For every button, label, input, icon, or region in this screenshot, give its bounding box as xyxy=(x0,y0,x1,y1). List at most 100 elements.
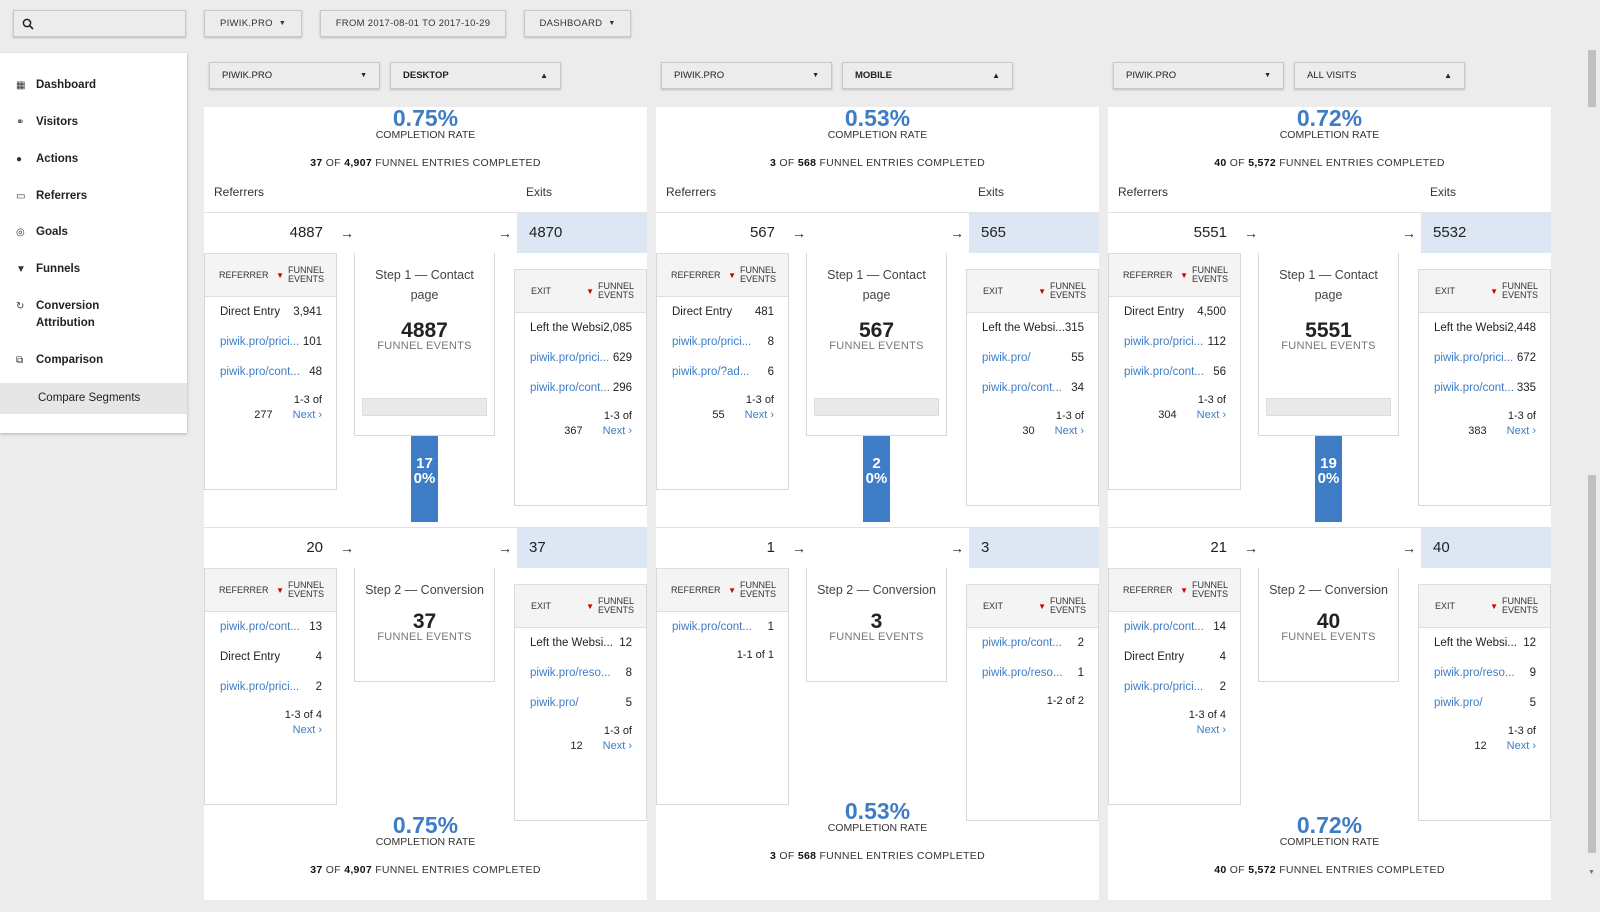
funnel-events-column-header[interactable]: ▼ FUNNEL EVENTS xyxy=(1038,597,1088,615)
row-label[interactable]: piwik.pro/cont... xyxy=(982,637,1062,649)
dashboard-selector[interactable]: DASHBOARD ▼ xyxy=(524,10,631,37)
row-label[interactable]: piwik.pro/prici... xyxy=(1124,336,1204,348)
table-row[interactable]: piwik.pro/cont... 56 xyxy=(1109,357,1240,387)
table-row[interactable]: Direct Entry 4,500 xyxy=(1109,297,1240,327)
table-row[interactable]: piwik.pro/prici... 101 xyxy=(205,327,336,357)
sidebar-item-conversion-attribution[interactable]: ↻ Conversion Attribution xyxy=(16,298,126,332)
funnel-events-column-header[interactable]: ▼ FUNNEL EVENTS xyxy=(586,597,636,615)
funnel-events-column-header[interactable]: ▼ FUNNEL EVENTS xyxy=(586,282,636,300)
table-row[interactable]: piwik.pro/reso... 8 xyxy=(515,658,646,688)
date-range-selector[interactable]: FROM 2017-08-01 TO 2017-10-29 xyxy=(320,10,506,37)
exit-column-header[interactable]: EXIT xyxy=(1435,601,1456,611)
next-page-link[interactable]: Next › xyxy=(292,724,322,736)
funnel-events-column-header[interactable]: ▼ FUNNEL EVENTS xyxy=(276,266,326,284)
sidebar-item-referrers[interactable]: ▭ Referrers xyxy=(16,188,87,205)
next-page-link[interactable]: Next › xyxy=(292,409,322,421)
segment-selector-1[interactable]: DESKTOP ▲ xyxy=(390,62,561,89)
table-row[interactable]: Direct Entry 481 xyxy=(657,297,788,327)
table-row[interactable]: Left the Websi... 315 xyxy=(967,313,1098,343)
sidebar-item-actions[interactable]: ● Actions xyxy=(16,151,78,168)
exit-column-header[interactable]: EXIT xyxy=(1435,286,1456,296)
segment-selector-2[interactable]: MOBILE ▲ xyxy=(842,62,1013,89)
exit-column-header[interactable]: EXIT xyxy=(983,286,1004,296)
table-row[interactable]: Left the Websi... 12 xyxy=(1419,628,1550,658)
row-label[interactable]: piwik.pro/prici... xyxy=(1124,681,1204,693)
table-row[interactable]: piwik.pro/55 xyxy=(967,343,1098,373)
row-label[interactable]: piwik.pro/ xyxy=(1434,697,1483,709)
sidebar-item-comparison[interactable]: ⧉ Comparison xyxy=(16,352,103,369)
table-row[interactable]: piwik.pro/prici... 8 xyxy=(657,327,788,357)
referrer-column-header[interactable]: REFERRER xyxy=(1123,270,1173,280)
row-label[interactable]: piwik.pro/prici... xyxy=(672,336,752,348)
sidebar-item-goals[interactable]: ◎ Goals xyxy=(16,224,68,241)
table-row[interactable]: Direct Entry 3,941 xyxy=(205,297,336,327)
table-row[interactable]: piwik.pro/prici... 2 xyxy=(205,672,336,702)
sidebar-item-dashboard[interactable]: ▦ Dashboard xyxy=(16,77,96,94)
row-label[interactable]: piwik.pro/cont... xyxy=(982,382,1062,394)
next-page-link[interactable]: Next › xyxy=(1054,425,1084,437)
funnel-events-column-header[interactable]: ▼ FUNNEL EVENTS xyxy=(1180,581,1230,599)
funnel-events-column-header[interactable]: ▼ FUNNEL EVENTS xyxy=(1490,597,1540,615)
table-row[interactable]: piwik.pro/cont... 34 xyxy=(967,373,1098,403)
row-label[interactable]: piwik.pro/ xyxy=(982,352,1031,364)
next-page-link[interactable]: Next › xyxy=(602,425,632,437)
funnel-events-column-header[interactable]: ▼ FUNNEL EVENTS xyxy=(728,266,778,284)
table-row[interactable]: piwik.pro/cont... 335 xyxy=(1419,373,1550,403)
table-row[interactable]: Left the Websi...2,448 xyxy=(1419,313,1550,343)
row-label[interactable]: piwik.pro/ xyxy=(530,697,579,709)
table-row[interactable]: piwik.pro/prici... 112 xyxy=(1109,327,1240,357)
sidebar-item-funnels[interactable]: ▼ Funnels xyxy=(16,261,80,278)
table-row[interactable]: piwik.pro/reso... 9 xyxy=(1419,658,1550,688)
row-label[interactable]: piwik.pro/prici... xyxy=(220,681,300,693)
scrollbar-thumb-top[interactable] xyxy=(1588,50,1596,107)
table-row[interactable]: piwik.pro/cont... 1 xyxy=(657,612,788,642)
page-scrollbar[interactable]: ▲ ▼ xyxy=(1584,50,1600,880)
referrer-column-header[interactable]: REFERRER xyxy=(219,585,269,595)
segment-site-selector-2[interactable]: PIWIK.PRO ▼ xyxy=(661,62,832,89)
table-row[interactable]: piwik.pro/prici... 672 xyxy=(1419,343,1550,373)
segment-selector-3[interactable]: ALL VISITS ▲ xyxy=(1294,62,1465,89)
next-page-link[interactable]: Next › xyxy=(1196,724,1226,736)
table-row[interactable]: piwik.pro/cont... 13 xyxy=(205,612,336,642)
table-row[interactable]: piwik.pro/prici... 629 xyxy=(515,343,646,373)
row-label[interactable]: piwik.pro/cont... xyxy=(1434,382,1514,394)
next-page-link[interactable]: Next › xyxy=(744,409,774,421)
exit-column-header[interactable]: EXIT xyxy=(531,601,552,611)
table-row[interactable]: piwik.pro/cont... 296 xyxy=(515,373,646,403)
table-row[interactable]: piwik.pro/5 xyxy=(515,688,646,718)
table-row[interactable]: piwik.pro/cont... 48 xyxy=(205,357,336,387)
referrer-column-header[interactable]: REFERRER xyxy=(219,270,269,280)
next-page-link[interactable]: Next › xyxy=(602,740,632,752)
row-label[interactable]: piwik.pro/cont... xyxy=(530,382,610,394)
referrer-column-header[interactable]: REFERRER xyxy=(1123,585,1173,595)
next-page-link[interactable]: Next › xyxy=(1196,409,1226,421)
sidebar-subitem-compare-segments[interactable]: Compare Segments xyxy=(0,383,187,414)
table-row[interactable]: Direct Entry 4 xyxy=(205,642,336,672)
scroll-down-icon[interactable]: ▼ xyxy=(1588,869,1595,876)
segment-site-selector-1[interactable]: PIWIK.PRO ▼ xyxy=(209,62,380,89)
table-row[interactable]: piwik.pro/?ad... 6 xyxy=(657,357,788,387)
funnel-events-column-header[interactable]: ▼ FUNNEL EVENTS xyxy=(1180,266,1230,284)
row-label[interactable]: piwik.pro/reso... xyxy=(1434,667,1515,679)
segment-site-selector-3[interactable]: PIWIK.PRO ▼ xyxy=(1113,62,1284,89)
table-row[interactable]: piwik.pro/prici... 2 xyxy=(1109,672,1240,702)
sidebar-item-visitors[interactable]: ⚭ Visitors xyxy=(16,114,78,131)
next-page-link[interactable]: Next › xyxy=(1506,425,1536,437)
row-label[interactable]: piwik.pro/prici... xyxy=(220,336,300,348)
row-label[interactable]: piwik.pro/cont... xyxy=(672,621,752,633)
funnel-events-column-header[interactable]: ▼ FUNNEL EVENTS xyxy=(728,581,778,599)
referrer-column-header[interactable]: REFERRER xyxy=(671,270,721,280)
row-label[interactable]: piwik.pro/cont... xyxy=(1124,621,1204,633)
funnel-events-column-header[interactable]: ▼ FUNNEL EVENTS xyxy=(1038,282,1088,300)
scrollbar-thumb[interactable] xyxy=(1588,475,1596,853)
table-row[interactable]: piwik.pro/cont... 2 xyxy=(967,628,1098,658)
table-row[interactable]: Left the Websi...2,085 xyxy=(515,313,646,343)
row-label[interactable]: piwik.pro/prici... xyxy=(530,352,610,364)
site-selector[interactable]: PIWIK.PRO ▼ xyxy=(204,10,302,37)
table-row[interactable]: Direct Entry 4 xyxy=(1109,642,1240,672)
row-label[interactable]: piwik.pro/?ad... xyxy=(672,366,750,378)
row-label[interactable]: piwik.pro/cont... xyxy=(220,621,300,633)
row-label[interactable]: piwik.pro/prici... xyxy=(1434,352,1514,364)
search-input[interactable] xyxy=(13,10,186,37)
table-row[interactable]: Left the Websi... 12 xyxy=(515,628,646,658)
